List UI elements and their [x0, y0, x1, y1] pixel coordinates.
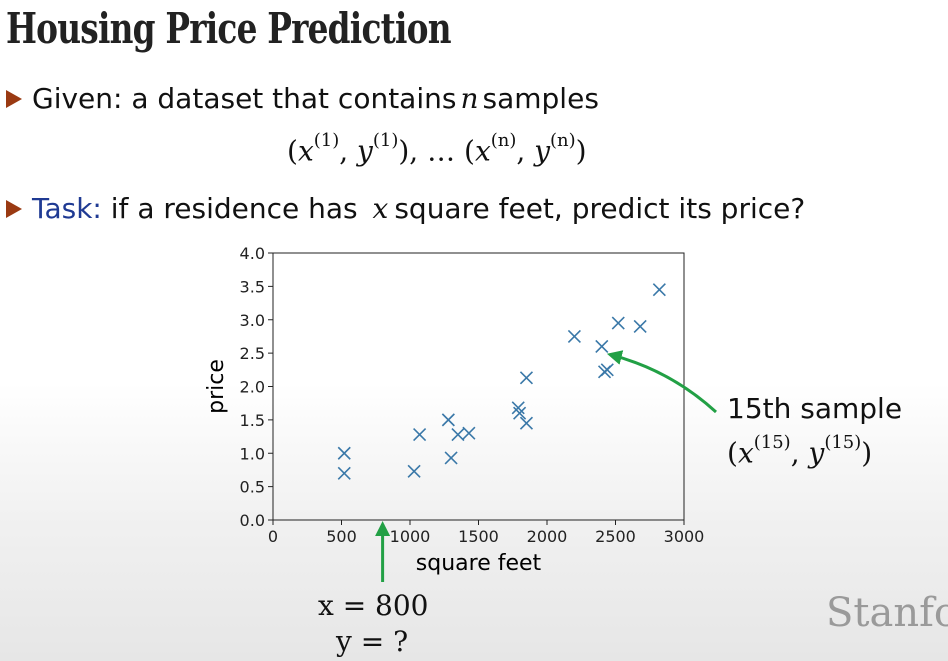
data-point: [611, 316, 625, 330]
bullet-arrow-icon: [6, 199, 22, 218]
y-tick-label: 2.5: [240, 344, 265, 363]
y-tick-label: 0.5: [240, 478, 265, 497]
query-x: x = 800: [318, 589, 429, 622]
y-tick-label: 2.0: [240, 378, 265, 397]
plot-frame: [272, 252, 685, 521]
formula-open: (: [287, 134, 298, 168]
data-point: [511, 401, 525, 415]
formula-mid: ), … (: [398, 134, 475, 168]
annotation-open: (: [727, 436, 738, 470]
x-tick-label: 2500: [595, 527, 636, 546]
bullet-given-var: n: [460, 82, 479, 115]
annotation-y-sup: (15): [824, 432, 862, 453]
dataset-formula: (x(1), y(1)), … (x(n), y(n)): [287, 130, 587, 168]
formula-sep1: ,: [339, 134, 358, 168]
x-tick-label: 1500: [458, 527, 499, 546]
annotation-y: y: [808, 436, 825, 470]
y-axis-label: price: [204, 359, 229, 414]
annotation-label: 15th sample: [727, 392, 903, 425]
x-axis-label: square feet: [416, 551, 542, 576]
x-tick-label: 3000: [664, 527, 705, 546]
bullet-task-prefix: if a residence has: [101, 192, 367, 225]
formula-xn-sup: (n): [490, 130, 517, 151]
annotation-x: x: [737, 436, 754, 470]
bullet-task-var: x: [372, 192, 389, 225]
formula-x1-sup: (1): [313, 130, 340, 151]
formula-close: ): [575, 134, 587, 168]
formula-xn: x: [474, 134, 491, 168]
data-point: [337, 446, 351, 460]
x-axis: 0 500 1000 1500 2000 2500 3000: [268, 520, 704, 546]
y-axis: 0.0 0.5 1.0 1.5 2.0 2.5 3.0 3.5 4.0: [240, 244, 273, 530]
data-point: [600, 363, 614, 377]
y-tick-label: 1.0: [240, 444, 265, 463]
query-text: x = 800 y = ?: [318, 588, 429, 660]
bullet-arrow-icon: [6, 89, 22, 108]
data-point: [513, 406, 527, 420]
formula-x1: x: [297, 134, 314, 168]
data-point: [652, 283, 666, 297]
stanford-logo-text: Stanfo: [826, 590, 948, 636]
annotation-close: ): [861, 436, 873, 470]
annotation-sep: ,: [790, 436, 809, 470]
data-point: [451, 427, 465, 442]
bullet-task-label: Task:: [32, 192, 102, 225]
bullet-task: Task: if a residence has x square feet, …: [6, 192, 805, 225]
data-point: [407, 464, 421, 478]
data-point: [413, 427, 427, 442]
data-point: [441, 413, 455, 427]
x-tick-label: 2000: [527, 527, 568, 546]
query-y: y = ?: [336, 625, 409, 658]
formula-sep2: ,: [516, 134, 535, 168]
formula-yn: y: [534, 134, 551, 168]
bullet-task-suffix: square feet, predict its price?: [394, 192, 806, 225]
y-tick-label: 3.0: [240, 311, 265, 330]
data-point: [633, 319, 647, 333]
slide-title: Housing Price Prediction: [6, 4, 452, 53]
data-points: [337, 283, 666, 480]
sample-annotation: 15th sample (x(15), y(15)): [727, 390, 902, 472]
data-point: [462, 426, 476, 440]
formula-y1: y: [357, 134, 373, 168]
annotation-formula: (x(15), y(15)): [727, 428, 902, 472]
data-point: [567, 329, 581, 344]
x-tick-label: 500: [326, 527, 357, 546]
formula-y1-sup: (1): [372, 130, 399, 151]
data-point: [519, 371, 534, 385]
data-point: [519, 416, 534, 430]
bullet-given: Given: a dataset that contains n samples: [6, 82, 599, 115]
formula-yn-sup: (n): [550, 130, 576, 151]
data-point: [337, 466, 351, 480]
x-tick-label: 1000: [390, 527, 431, 546]
data-point: [444, 451, 458, 465]
annotation-x-sup: (15): [753, 432, 791, 453]
y-tick-label: 3.5: [240, 277, 265, 296]
y-tick-label: 1.5: [240, 411, 265, 430]
x-tick-label: 0: [268, 527, 278, 546]
y-tick-label: 4.0: [240, 244, 265, 263]
annotation-arrow: [606, 350, 718, 414]
bullet-given-prefix: Given: a dataset that contains: [32, 82, 457, 115]
data-point: [595, 339, 609, 354]
y-tick-label: 0.0: [240, 511, 265, 530]
bullet-given-suffix: samples: [482, 82, 599, 115]
